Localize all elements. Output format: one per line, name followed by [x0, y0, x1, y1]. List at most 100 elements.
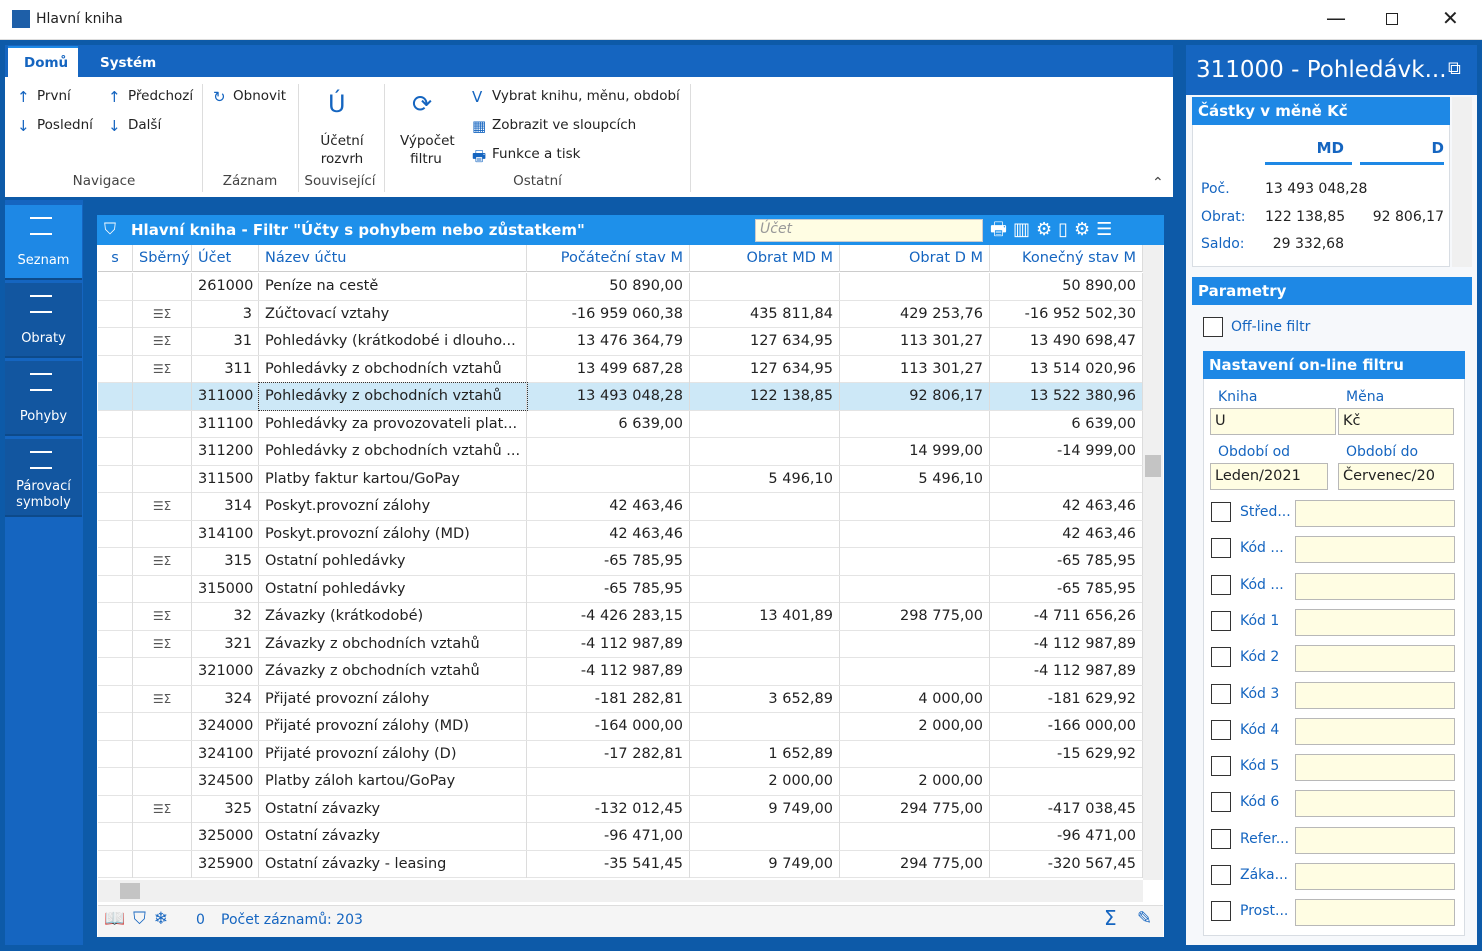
footer-edit[interactable]: ✎ — [1137, 908, 1153, 929]
grid-row[interactable]: 311100 Pohledávky za provozovateli plat..… — [98, 410, 1143, 438]
column-header[interactable]: Sběrný — [133, 245, 192, 272]
close[interactable]: ✕ — [1442, 6, 1459, 30]
filter-combo[interactable] — [1295, 717, 1455, 745]
checkbox[interactable] — [1211, 719, 1231, 740]
filter-combo[interactable] — [1295, 754, 1455, 782]
grid-row[interactable]: ☰Σ 324 Přijaté provozní zálohy -181 282,81 3… — [98, 685, 1143, 713]
ribbon-button[interactable]: Vybrat knihu, měnu, období — [492, 88, 680, 104]
checkbox[interactable] — [1211, 502, 1231, 522]
popout[interactable]: ⧉ — [1448, 58, 1461, 79]
maximize[interactable] — [1386, 13, 1398, 25]
ribbon-collapse[interactable]: ⌃ — [1152, 175, 1164, 191]
field-combo[interactable]: Leden/2021 — [1210, 463, 1328, 490]
cell: 314100 — [192, 520, 259, 548]
checkbox[interactable] — [1211, 865, 1231, 885]
grid-row[interactable]: 311000 Pohledávky z obchodních vztahů 13 4… — [98, 382, 1143, 411]
grid-row[interactable]: 314100 Poskyt.provozní zálohy (MD) 42 463,… — [98, 520, 1143, 548]
grid-row[interactable]: 324000 Přijaté provozní zálohy (MD) -164 0… — [98, 713, 1143, 741]
side-nav-item[interactable] — [5, 439, 82, 517]
ribbon-button[interactable]: Funkce a tisk — [492, 146, 581, 162]
column-header[interactable]: Obrat MD M — [690, 245, 840, 272]
checkbox[interactable] — [1211, 756, 1231, 777]
filter-combo[interactable] — [1295, 899, 1455, 927]
field-combo[interactable]: U — [1210, 408, 1336, 435]
checkbox[interactable] — [1203, 317, 1223, 337]
grid-row[interactable]: 324500 Platby záloh kartou/GoPay 2 000,00 2… — [98, 768, 1143, 796]
grid-row[interactable]: ☰Σ 315 Ostatní pohledávky -65 785,95 -65 785… — [98, 548, 1143, 576]
checkbox[interactable] — [1211, 792, 1231, 813]
cell: Zúčtovací vztahy — [259, 300, 527, 328]
filter-combo[interactable] — [1295, 790, 1455, 818]
ribbon-button[interactable]: Předchozí — [128, 88, 194, 104]
filter-combo[interactable] — [1295, 608, 1455, 636]
column-header[interactable]: Konečný stav M — [990, 245, 1143, 272]
grid-row[interactable]: ☰Σ 31 Pohledávky (krátkodobé i dlouho... 13… — [98, 328, 1143, 356]
grid-row[interactable]: ☰Σ 311 Pohledávky z obchodních vztahů 13 49… — [98, 355, 1143, 383]
ribbon-tab[interactable]: Domů — [24, 55, 69, 71]
grid-row[interactable]: ☰Σ 3 Zúčtovací vztahy -16 959 060,38 435 811… — [98, 300, 1143, 328]
ribbon-button[interactable]: Další — [128, 117, 162, 133]
ribbon-button[interactable]: Účetní rozvrh — [320, 133, 364, 167]
grid-row[interactable]: 311500 Platby faktur kartou/GoPay 5 496,10… — [98, 465, 1143, 493]
column-header[interactable]: Počáteční stav M — [527, 245, 690, 272]
filter-combo[interactable] — [1295, 863, 1455, 890]
checkbox[interactable] — [1211, 901, 1231, 922]
side-nav-label: Párovací symboly — [16, 479, 71, 510]
minimize[interactable]: — — [1326, 6, 1346, 30]
cell: -65 785,95 — [990, 575, 1143, 603]
ribbon-tab[interactable]: Systém — [100, 55, 157, 71]
cell — [98, 410, 133, 438]
hscroll-thumb[interactable] — [120, 883, 140, 899]
footer-sum[interactable]: Σ — [1104, 906, 1117, 930]
filter-combo[interactable] — [1295, 645, 1455, 673]
filter-combo[interactable] — [1295, 572, 1455, 600]
checkbox[interactable] — [1211, 574, 1231, 595]
field-combo[interactable]: Červenec/20 — [1338, 463, 1454, 490]
grid-row[interactable]: ☰Σ 32 Závazky (krátkodobé) -4 426 283,15 13 … — [98, 603, 1143, 631]
grid-row[interactable]: 261000 Peníze na cestě 50 890,00 50 890,00 — [98, 273, 1143, 301]
grid-row[interactable]: ☰Σ 314 Poskyt.provozní zálohy 42 463,46 42 4… — [98, 493, 1143, 521]
grid-row[interactable]: 311200 Pohledávky z obchodních vztahů ...… — [98, 438, 1143, 466]
grid-row[interactable]: 325000 Ostatní závazky -96 471,00 -96 471,0… — [98, 823, 1143, 851]
grid-row[interactable]: 324100 Přijaté provozní zálohy (D) -17 282… — [98, 740, 1143, 768]
cell — [690, 410, 840, 438]
vscroll-thumb[interactable] — [1145, 455, 1161, 477]
column-header[interactable]: Účet — [192, 245, 259, 272]
ribbon-button[interactable]: Výpočet filtru — [400, 133, 455, 167]
filter-combo[interactable] — [1295, 826, 1455, 854]
checkbox[interactable] — [1211, 610, 1231, 631]
ribbon-button[interactable]: První — [37, 88, 71, 104]
checkbox[interactable] — [1211, 647, 1231, 668]
ribbon-button[interactable]: Poslední — [37, 117, 93, 133]
checkbox[interactable] — [1211, 683, 1231, 704]
grid-row[interactable]: 325900 Ostatní závazky - leasing -35 541,4… — [98, 850, 1143, 878]
checkbox[interactable] — [1211, 538, 1231, 559]
field-combo[interactable]: Kč — [1338, 408, 1454, 435]
column-header[interactable]: Obrat D M — [840, 245, 990, 272]
checkbox[interactable] — [1211, 828, 1231, 849]
grid-row[interactable]: 315000 Ostatní pohledávky -65 785,95 -65 78… — [98, 575, 1143, 603]
footer-icons[interactable]: 📖⛉❄ — [104, 909, 177, 929]
cell: 6 639,00 — [990, 410, 1143, 438]
ribbon-button[interactable]: Obnovit — [233, 88, 287, 104]
filter-combo[interactable] — [1295, 681, 1455, 709]
ribbon-group-label: Záznam — [222, 173, 278, 189]
filter-combo[interactable] — [1295, 500, 1455, 527]
grid-row[interactable]: ☰Σ 321 Závazky z obchodních vztahů -4 112 9… — [98, 630, 1143, 658]
cell — [98, 520, 133, 548]
grid-row[interactable]: ☰Σ 325 Ostatní závazky -132 012,45 9 749,00 2… — [98, 795, 1143, 823]
cell — [840, 410, 990, 438]
grid-row[interactable]: 321000 Závazky z obchodních vztahů -4 112 … — [98, 658, 1143, 686]
cell: Pohledávky z obchodních vztahů ... — [259, 438, 527, 465]
toolbar-icons[interactable]: 🖶▥⚙▯⚙☰ — [990, 219, 1119, 240]
cell — [690, 823, 840, 850]
column-header[interactable]: s — [98, 245, 133, 272]
filter-combo[interactable] — [1295, 536, 1455, 564]
search-box[interactable] — [755, 219, 983, 242]
column-header[interactable]: Název účtu — [259, 245, 527, 272]
amounts-value: 122 138,85 — [1265, 208, 1346, 225]
ribbon-button[interactable]: Zobrazit ve sloupcích — [492, 117, 637, 133]
cell: 14 999,00 — [840, 438, 990, 465]
cell: 321000 — [192, 658, 259, 685]
cell: 261000 — [192, 273, 259, 300]
